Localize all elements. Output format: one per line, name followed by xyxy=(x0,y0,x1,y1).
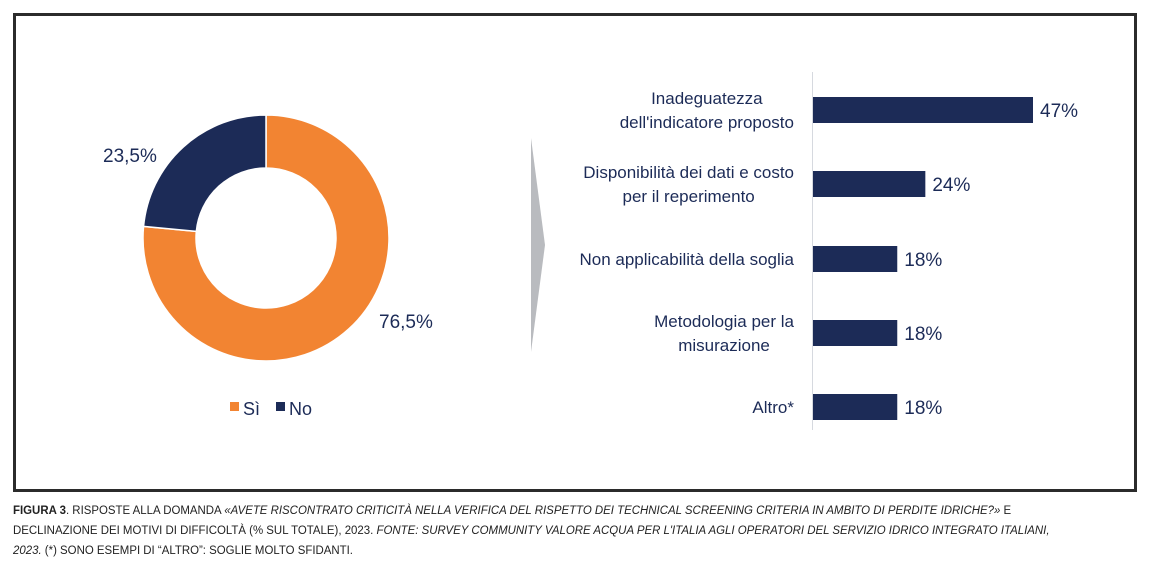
bar-category-label: misurazione xyxy=(678,336,770,355)
caption-note: (*) SONO ESEMPI DI “ALTRO”: SOGLIE MOLTO… xyxy=(41,543,353,557)
bar-category-label: per il reperimento xyxy=(622,187,754,206)
bar-category-label: Non applicabilità della soglia xyxy=(579,250,794,269)
caption-source: FONTE: SURVEY COMMUNITY VALORE ACQUA PER… xyxy=(13,523,1050,557)
bar xyxy=(813,97,1033,123)
bar xyxy=(813,394,898,420)
caption-question: «AVETE RISCONTRATO CRITICITÀ NELLA VERIF… xyxy=(224,503,1001,517)
bar-chart: 47% Inadeguatezza dell'indicatore proposto… xyxy=(579,72,1078,430)
donut-slice-si xyxy=(142,114,390,362)
donut-slice-no xyxy=(142,114,267,233)
bar xyxy=(813,246,898,272)
slice-label-si: 76,5% xyxy=(379,312,433,333)
legend-label-si: Sì xyxy=(243,399,260,419)
bar xyxy=(813,171,926,197)
bar-value-label: 18% xyxy=(904,398,942,419)
bar-category-label: dell'indicatore proposto xyxy=(620,113,794,132)
legend-swatch-si xyxy=(230,402,239,411)
bar xyxy=(813,320,898,346)
bar-category-label: Disponibilità dei dati e costo xyxy=(583,163,794,182)
chevron-arrow-icon xyxy=(531,138,545,352)
bar-value-label: 24% xyxy=(932,175,970,196)
figure-frame xyxy=(13,13,1137,492)
bar-category-label: Inadeguatezza xyxy=(651,89,763,108)
bar-value-label: 18% xyxy=(904,324,942,345)
bar-value-label: 18% xyxy=(904,250,942,271)
bar-category-label: Altro* xyxy=(752,398,794,417)
caption-text-2: E DECLINAZIONE DEI MOTIVI DI DIFFICOLTÀ … xyxy=(13,503,1012,537)
bar-category-label: Metodologia per la xyxy=(654,312,794,331)
legend-label-no: No xyxy=(289,399,312,419)
caption-text: . RISPOSTE ALLA DOMANDA xyxy=(65,503,225,517)
figure-label: FIGURA 3 xyxy=(13,503,66,517)
bar-value-label: 47% xyxy=(1040,101,1078,122)
figure-caption: FIGURA 3. RISPOSTE ALLA DOMANDA «AVETE R… xyxy=(13,500,1073,560)
legend-swatch-no xyxy=(276,402,285,411)
donut-chart: 76,5% 23,5% xyxy=(103,114,433,362)
slice-label-no: 23,5% xyxy=(103,146,157,167)
donut-legend: Sì No xyxy=(230,399,312,419)
